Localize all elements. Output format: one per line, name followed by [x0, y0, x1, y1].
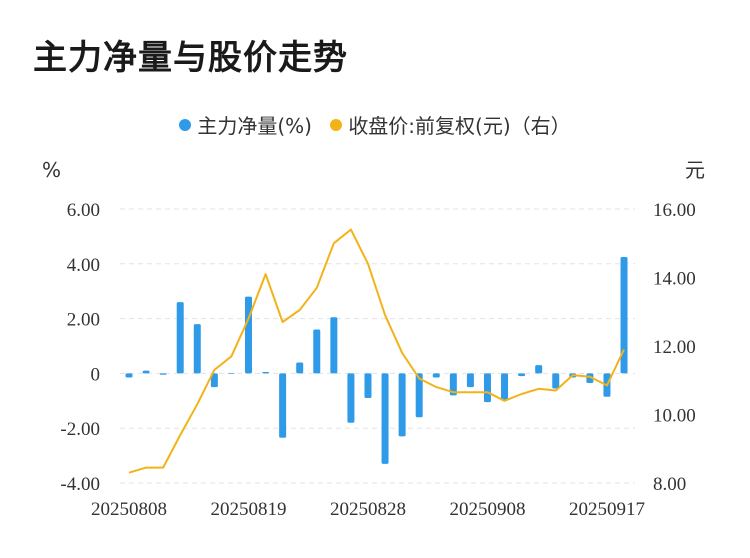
right-axis-ticks: 16.00 14.00 12.00 10.00 8.00: [653, 200, 696, 495]
chart-title: 主力净量与股价走势: [33, 38, 348, 78]
x-tick-label: 20250808: [91, 499, 167, 520]
bar[interactable]: [262, 372, 270, 374]
right-tick-label: 10.00: [653, 406, 696, 427]
left-tick-label: -4.00: [60, 474, 100, 495]
legend-label-main-force: 主力净量(%): [197, 114, 312, 138]
bar[interactable]: [432, 373, 440, 378]
price-line[interactable]: [128, 228, 625, 474]
bar[interactable]: [125, 373, 133, 378]
bar[interactable]: [330, 317, 338, 374]
bar[interactable]: [279, 373, 287, 438]
right-axis-unit: 元: [685, 158, 705, 182]
left-tick-label: -2.00: [60, 419, 100, 440]
right-tick-label: 12.00: [653, 337, 696, 358]
bar[interactable]: [381, 373, 389, 464]
left-axis-ticks: 6.00 4.00 2.00 0 -2.00 -4.00: [60, 200, 100, 495]
bar[interactable]: [398, 373, 406, 437]
x-tick-label: 20250828: [330, 499, 406, 520]
left-tick-label: 6.00: [67, 200, 100, 221]
grid-lines: [120, 208, 635, 484]
x-tick-label: 20250908: [449, 499, 525, 520]
bar[interactable]: [518, 373, 526, 377]
bar[interactable]: [449, 373, 457, 396]
bar-series: [125, 256, 628, 464]
legend-label-close-price: 收盘价:前复权(元)（右）: [348, 114, 571, 138]
x-tick-label: 20250917: [569, 499, 645, 520]
bar[interactable]: [142, 370, 150, 374]
right-tick-label: 8.00: [653, 474, 686, 495]
x-axis-ticks: 20250808 20250819 20250828 20250908 20250917: [91, 499, 645, 520]
bar[interactable]: [193, 324, 201, 374]
left-axis-unit: %: [42, 158, 61, 182]
bar[interactable]: [244, 296, 252, 374]
left-tick-label: 4.00: [67, 255, 100, 276]
bar[interactable]: [176, 302, 184, 374]
bar[interactable]: [227, 373, 235, 374]
bar[interactable]: [296, 362, 304, 374]
bar[interactable]: [159, 373, 167, 375]
bar[interactable]: [364, 373, 372, 399]
bar[interactable]: [415, 373, 423, 418]
right-tick-label: 14.00: [653, 269, 696, 290]
bar[interactable]: [552, 373, 560, 389]
left-tick-label: 0: [91, 364, 101, 385]
bar[interactable]: [501, 373, 509, 401]
legend-item-close-price[interactable]: 收盘价:前复权(元)（右）: [330, 110, 571, 139]
legend: 主力净量(%) 收盘价:前复权(元)（右）: [0, 110, 750, 139]
bar[interactable]: [347, 373, 355, 423]
legend-dot-bar: [179, 118, 192, 131]
legend-dot-line: [330, 118, 343, 131]
x-tick-label: 20250819: [210, 499, 286, 520]
bar[interactable]: [483, 373, 491, 403]
bar[interactable]: [313, 329, 321, 374]
right-tick-label: 16.00: [653, 200, 696, 221]
bar[interactable]: [466, 373, 474, 388]
bar[interactable]: [535, 365, 543, 374]
bar[interactable]: [210, 373, 218, 388]
left-tick-label: 2.00: [67, 310, 100, 331]
legend-item-main-force[interactable]: 主力净量(%): [179, 110, 312, 139]
line-series: [128, 228, 625, 474]
bar[interactable]: [620, 256, 628, 374]
